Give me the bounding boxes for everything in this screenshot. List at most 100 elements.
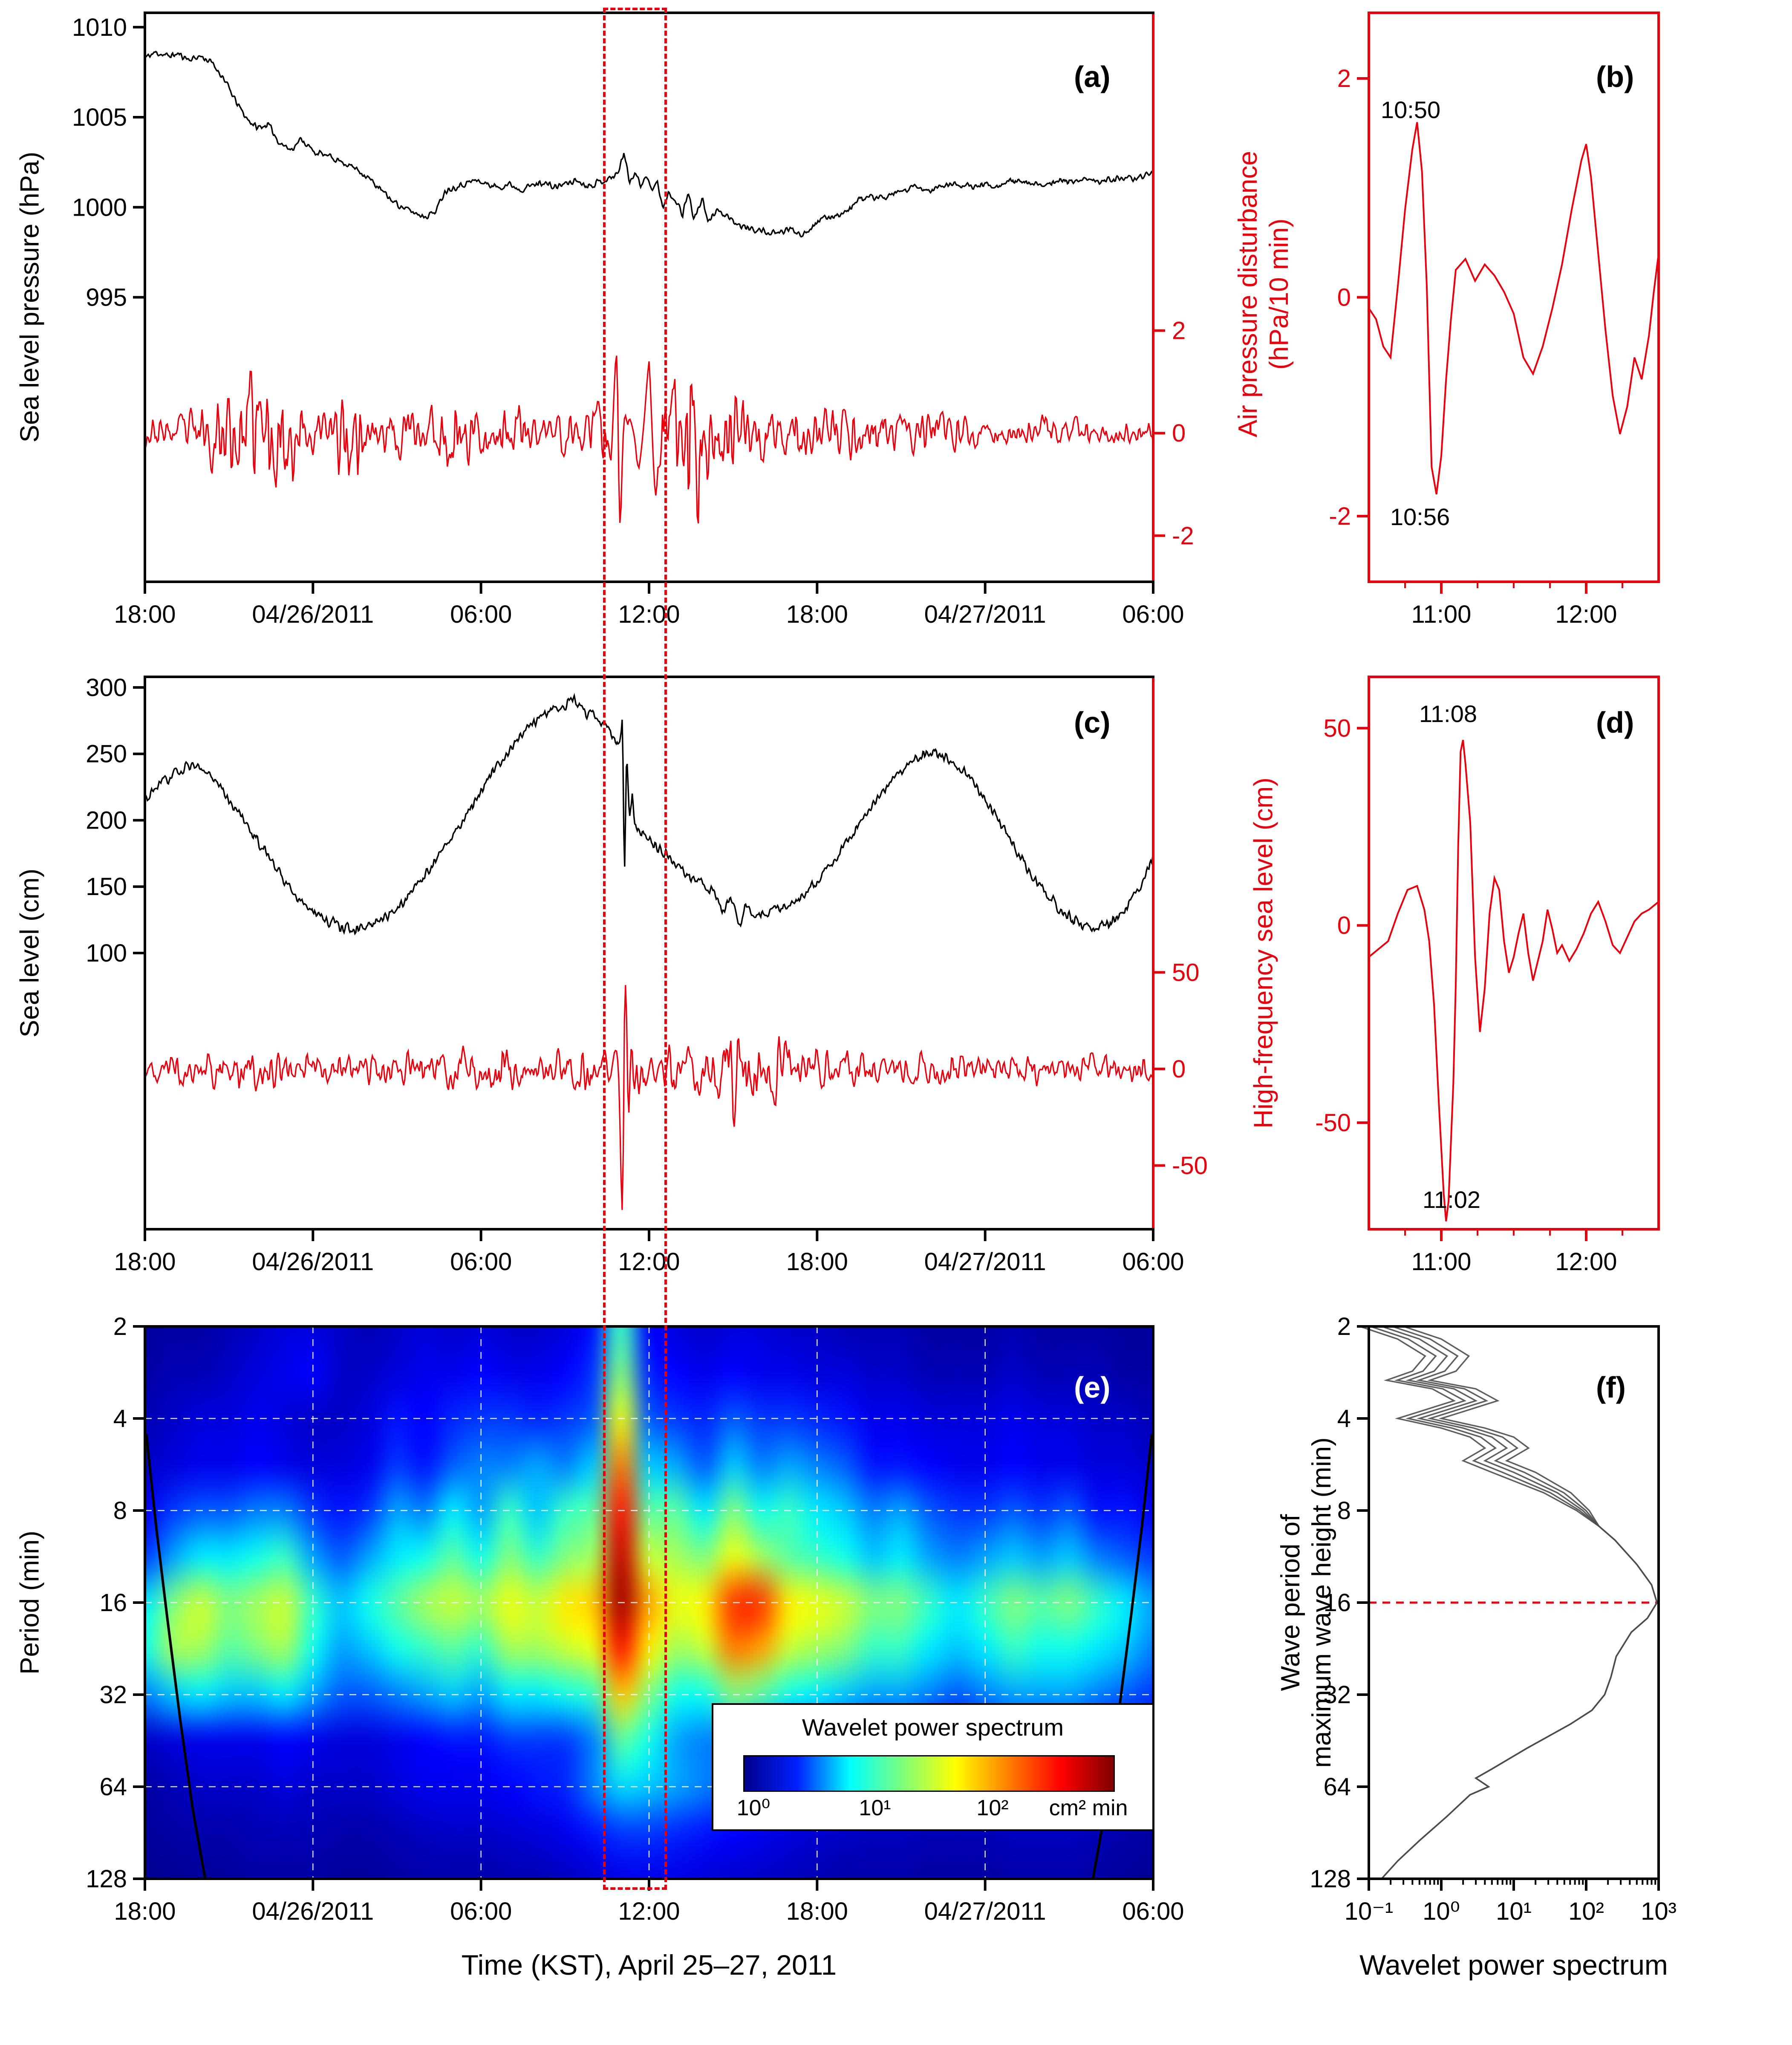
panel-c-plot: 18:00 04/26/2011 06:00 12:00 18:00 04/27/2011… [86, 674, 1208, 1276]
tick-label: 2 [1337, 65, 1351, 92]
panel-label-a: (a) [1074, 60, 1111, 93]
disturbance-zoom-line [1368, 122, 1659, 494]
axis-title-air-pressure-disturbance: Air pressure disturbance (hPa/10 min) [1232, 151, 1295, 437]
tick-label: 06:00 [450, 1898, 512, 1925]
tick-label: 04/26/2011 [252, 1898, 374, 1925]
axis-title-sea-level: Sea level (cm) [15, 868, 45, 1038]
colorbar-tick: 10² [976, 1796, 1009, 1820]
panel-label-b: (b) [1596, 60, 1634, 93]
panel-c-canvas: 18:00 04/26/2011 06:00 12:00 18:00 04/27/2011… [86, 674, 1208, 1276]
tick-label: 995 [86, 284, 127, 312]
tick-label: 4 [113, 1405, 127, 1433]
tick-label: 0 [1172, 1055, 1186, 1083]
tick-label: 32 [99, 1681, 127, 1709]
tick-label: 10⁰ [1423, 1898, 1460, 1925]
tick-label: 16 [1323, 1589, 1351, 1617]
tick-label: 10³ [1641, 1898, 1677, 1925]
axis-title-line: maximum wave height (min) [1307, 1437, 1336, 1768]
tick-label: 04/27/2011 [924, 1248, 1046, 1276]
panel-e-overlay: 18:00 04/26/2011 06:00 12:00 18:00 04/27/2011… [86, 1313, 1184, 1925]
tick-label: 06:00 [1122, 1898, 1184, 1925]
tick-label: 2 [113, 1313, 127, 1340]
panel-b-plot: 11:00 12:00 2 0 -2 [1329, 12, 1660, 628]
axis-title-line: (hPa/10 min) [1264, 218, 1294, 370]
axis-title-period: Period (min) [15, 1531, 45, 1675]
tick-label: 300 [86, 674, 127, 702]
axis-title-line: Air pressure disturbance [1233, 151, 1263, 437]
tick-label: 06:00 [450, 1248, 512, 1276]
x-axis-title-time: Time (KST), April 25–27, 2011 [461, 1949, 837, 1981]
colorbar-tick: 10⁰ [736, 1796, 770, 1820]
tick-label: 128 [86, 1865, 127, 1893]
tick-label: 200 [86, 806, 127, 834]
tick-label: 18:00 [786, 1898, 848, 1925]
tick-label: 1000 [72, 194, 127, 221]
tick-label: 128 [1310, 1865, 1351, 1893]
annotation-1108: 11:08 [1419, 700, 1477, 727]
tick-label: 12:00 [1555, 601, 1617, 628]
panel-d-plot: 11:00 12:00 50 0 -50 [1315, 676, 1660, 1276]
axis-title-line: Wave period of [1275, 1514, 1305, 1691]
tick-label: 0 [1337, 284, 1351, 312]
tick-label: 11:00 [1411, 1248, 1472, 1276]
panel-a-canvas: 18:00 04/26/2011 06:00 12:00 18:00 04/27/2011… [72, 12, 1194, 628]
tick-label: 12:00 [618, 1898, 680, 1925]
tick-label: 64 [1323, 1773, 1351, 1801]
tick-label: 4 [1337, 1405, 1351, 1433]
tick-label: -2 [1329, 503, 1351, 530]
tick-label: 8 [113, 1497, 127, 1525]
tick-label: 1010 [72, 14, 127, 41]
tick-label: 06:00 [450, 601, 512, 628]
panel-d-canvas: 11:00 12:00 50 0 -50 [1315, 676, 1660, 1276]
colorbar-legend: Wavelet power spectrum 10⁰ 10¹ 10² cm² m… [712, 1703, 1154, 1831]
tick-label: 0 [1337, 912, 1351, 939]
panel-e-heatmap: 18:00 04/26/2011 06:00 12:00 18:00 04/27/2011… [86, 1313, 1184, 1925]
tick-label: 06:00 [1122, 1248, 1184, 1276]
colorbar-unit: cm² min [1049, 1796, 1128, 1820]
tick-label: 10² [1568, 1898, 1604, 1925]
panel-b-canvas: 11:00 12:00 2 0 -2 [1329, 12, 1660, 628]
tick-label: 10¹ [1496, 1898, 1532, 1925]
tick-label: 06:00 [1122, 601, 1184, 628]
tick-label: 16 [99, 1589, 127, 1617]
axis-title-high-frequency-sea-level: High-frequency sea level (cm) [1249, 777, 1278, 1129]
axis-title-wave-period: Wave period of maximum wave height (min) [1275, 1437, 1337, 1768]
air-pressure-disturbance-line [144, 355, 1154, 524]
tick-label: 04/26/2011 [252, 601, 374, 628]
tick-label: 64 [99, 1773, 127, 1801]
tick-label: 1005 [72, 104, 127, 131]
tick-label: 18:00 [114, 1248, 176, 1276]
tick-label: 04/26/2011 [252, 1248, 374, 1276]
panel-label-f: (f) [1596, 1371, 1626, 1404]
colorbar-gradient [743, 1755, 1115, 1792]
sea-level-pressure-line [144, 50, 1154, 238]
high-frequency-sea-level-line [144, 985, 1154, 1210]
tick-label: 18:00 [114, 1898, 176, 1925]
tick-label: 11:00 [1411, 601, 1472, 628]
tick-label: 18:00 [786, 601, 848, 628]
wavelet-power-profile [1381, 1326, 1658, 1880]
tick-label: 2 [1337, 1313, 1351, 1340]
colorbar-tick: 10¹ [859, 1796, 891, 1820]
tick-label: 32 [1323, 1681, 1351, 1709]
panel-label-e: (e) [1074, 1371, 1111, 1404]
tick-label: 12:00 [1555, 1248, 1617, 1276]
annotation-1050: 10:50 [1381, 96, 1441, 123]
sea-level-line [144, 693, 1154, 936]
tick-label: 150 [86, 873, 127, 901]
cone-of-influence-left [145, 1434, 207, 1879]
axis-title-sea-level-pressure: Sea level pressure (hPa) [15, 151, 45, 443]
tick-label: -50 [1315, 1109, 1351, 1137]
panel-label-d: (d) [1596, 706, 1634, 739]
panel-label-c: (c) [1074, 706, 1111, 739]
tick-label: 12:00 [618, 1248, 680, 1276]
tick-label: 8 [1337, 1497, 1351, 1525]
annotation-1056: 10:56 [1390, 503, 1450, 530]
tick-label: -2 [1172, 522, 1194, 550]
tick-label: 50 [1323, 714, 1351, 742]
panel-f-canvas: 10⁻¹ 10⁰ 10¹ 10² 10³ 2 4 8 16 32 64 128 [1310, 1313, 1677, 1925]
tick-label: 18:00 [786, 1248, 848, 1276]
tick-label: 50 [1172, 959, 1200, 986]
tick-label: 0 [1172, 419, 1186, 447]
